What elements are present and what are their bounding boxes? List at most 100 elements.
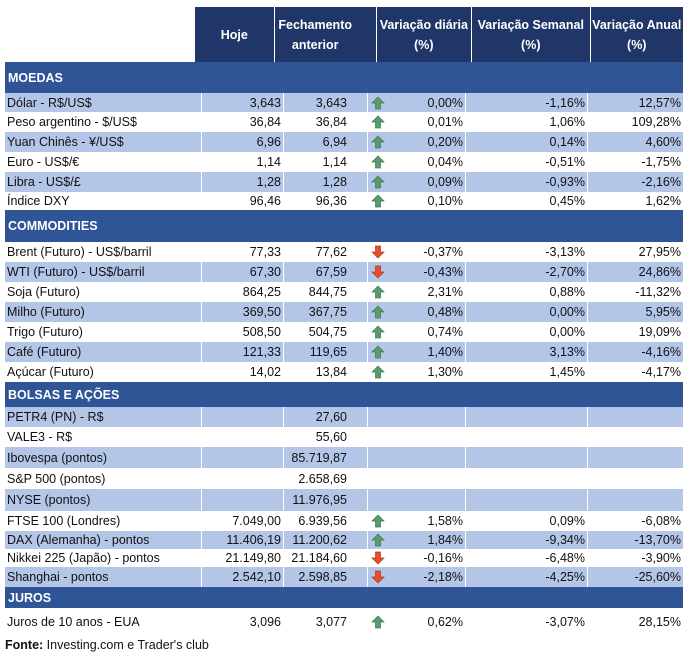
arrow-up-icon (371, 175, 385, 189)
hoje-value-text: 14,02 (249, 365, 281, 379)
hoje-value-text: 1,28 (256, 175, 281, 189)
table-row: DAX (Alemanha) - pontos 11.406,19 11.200,6… (5, 531, 683, 549)
row-label: Índice DXY (5, 192, 201, 210)
arrow-up-icon (371, 365, 385, 379)
table-row: VALE3 - R$ 55,60 (5, 427, 683, 447)
hoje-value: 3,643 (201, 93, 283, 112)
hoje-value-text: 2.542,10 (232, 570, 281, 584)
var-diaria-value-text: -2,18% (423, 570, 463, 584)
var-anual-value: 109,28% (587, 112, 683, 132)
var-diaria-value (367, 489, 465, 511)
fechamento-value: 27,60 (283, 407, 367, 427)
row-label: Shanghai - pontos (5, 567, 201, 587)
hoje-value-text: 6,96 (256, 135, 281, 149)
table-row: S&P 500 (pontos) 2.658,69 (5, 468, 683, 489)
var-semanal-value-text: -4,25% (545, 570, 585, 584)
var-semanal-value: 0,14% (465, 132, 587, 152)
var-diaria-value: 0,48% (367, 302, 465, 322)
row-label: Euro - US$/€ (5, 152, 201, 172)
fechamento-value-text: 11.976,95 (292, 493, 347, 507)
header-var-semanal: Variação Semanal (%) (471, 7, 590, 62)
var-semanal-value: 0,45% (465, 192, 587, 210)
fechamento-value: 1,14 (283, 152, 385, 172)
var-semanal-value: -3,13% (465, 242, 587, 262)
var-anual-value: -6,08% (587, 511, 683, 531)
var-anual-value: 12,57% (587, 93, 683, 112)
var-anual-value-text: 109,28% (631, 115, 681, 129)
var-semanal-value: 0,00% (465, 322, 587, 342)
header-hoje: Hoje (193, 7, 274, 62)
table-row: Euro - US$/€ 1,14 1,14 0,04% -0,51% -1,75% (5, 152, 683, 172)
hoje-value: 369,50 (201, 302, 283, 322)
fechamento-value-text: 3,643 (315, 95, 347, 110)
var-diaria-value-text: 1,30% (427, 365, 463, 379)
fechamento-value-text: 13,84 (315, 365, 347, 379)
hoje-value (201, 468, 283, 489)
fechamento-value-text: 367,75 (308, 305, 347, 319)
var-diaria-value: 1,40% (367, 342, 465, 362)
var-diaria-value-text: 2,31% (427, 285, 463, 299)
table-row: WTI (Futuro) - US$/barril 67,30 67,59 -0,43… (5, 262, 683, 282)
var-anual-value (587, 489, 683, 511)
var-diaria-value: 0,01% (367, 112, 465, 132)
table-row: NYSE (pontos) 11.976,95 (5, 489, 683, 511)
var-semanal-value: -3,07% (465, 608, 587, 636)
table-row: Shanghai - pontos 2.542,10 2.598,85 -2,18% -… (5, 567, 683, 587)
row-label: Yuan Chinês - ¥/US$ (5, 132, 201, 152)
var-semanal-value: 1,45% (465, 362, 587, 382)
var-anual-value: -25,60% (587, 567, 683, 587)
fechamento-value: 367,75 (283, 302, 385, 322)
row-label: VALE3 - R$ (5, 427, 201, 447)
hoje-value-text: 1,14 (256, 155, 281, 169)
hoje-value: 77,33 (201, 242, 283, 262)
table-row: Juros de 10 anos - EUA 3,096 3,077 0,62% -3,… (5, 608, 683, 636)
fechamento-value-text: 844,75 (308, 285, 347, 299)
var-semanal-value (465, 427, 587, 447)
var-semanal-value: -4,25% (465, 567, 587, 587)
section-header: JUROS (5, 587, 683, 608)
var-diaria-value: -2,18% (367, 567, 465, 587)
hoje-value-text: 3,643 (249, 95, 281, 110)
var-semanal-value-text: -2,70% (545, 265, 585, 279)
var-semanal-value: -0,51% (465, 152, 587, 172)
hoje-value: 7.049,00 (201, 511, 283, 531)
var-semanal-value-text: 0,88% (549, 285, 585, 299)
var-diaria-value: 0,10% (367, 192, 465, 210)
var-semanal-value-text: 1,45% (549, 365, 585, 379)
var-diaria-value: -0,16% (367, 549, 465, 567)
hoje-value (201, 447, 283, 468)
hoje-value: 508,50 (201, 322, 283, 342)
var-anual-value-text: 27,95% (638, 245, 681, 259)
row-label-text: Brent (Futuro) - US$/barril (7, 245, 152, 259)
fechamento-value-text: 6.939,56 (298, 514, 347, 528)
var-semanal-value: 0,09% (465, 511, 587, 531)
source-label: Fonte: (5, 638, 44, 652)
hoje-value: 96,46 (201, 192, 283, 210)
hoje-value (201, 407, 283, 427)
var-diaria-value-text: 0,62% (427, 615, 463, 629)
var-semanal-value-text: -1,16% (545, 95, 585, 110)
fechamento-value: 96,36 (283, 192, 385, 210)
row-label-text: Shanghai - pontos (7, 570, 109, 584)
table-row: Peso argentino - $/US$ 36,84 36,84 0,01% 1,0… (5, 112, 683, 132)
var-anual-value-text: 28,15% (638, 615, 681, 629)
fechamento-value-text: 77,62 (315, 245, 347, 259)
table-row: Brent (Futuro) - US$/barril 77,33 77,62 -0,… (5, 242, 683, 262)
var-anual-value: -11,32% (587, 282, 683, 302)
var-semanal-value: -6,48% (465, 549, 587, 567)
row-label-text: WTI (Futuro) - US$/barril (7, 265, 145, 279)
var-anual-value: 4,60% (587, 132, 683, 152)
table-body: MOEDAS Dólar - R$/US$ 3,643 3,643 0,00% -1,16… (5, 62, 683, 636)
var-diaria-value: 0,09% (367, 172, 465, 192)
var-anual-value: 19,09% (587, 322, 683, 342)
arrow-up-icon (371, 325, 385, 339)
row-label-text: PETR4 (PN) - R$ (7, 410, 104, 424)
fechamento-value-text: 1,28 (322, 175, 347, 189)
var-diaria-value-text: -0,16% (423, 551, 463, 565)
fechamento-value-text: 1,14 (322, 155, 347, 169)
arrow-up-icon (371, 345, 385, 359)
hoje-value (201, 489, 283, 511)
var-anual-value-text: -3,90% (641, 551, 681, 565)
var-anual-value-text: -2,16% (641, 175, 681, 189)
var-diaria-value-text: 0,10% (427, 194, 463, 208)
